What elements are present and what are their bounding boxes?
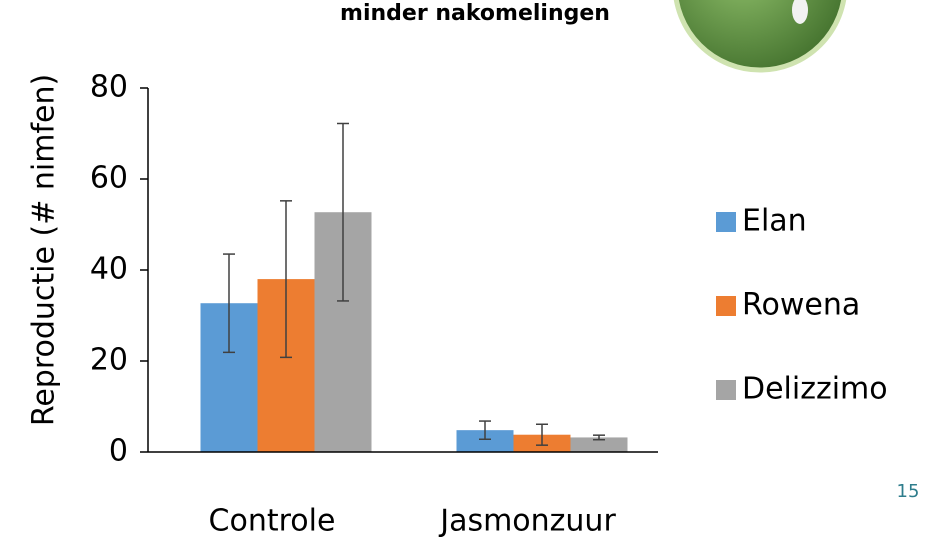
error-bar [593, 434, 605, 441]
decorative-image [673, 0, 847, 73]
y-tick-label: 80 [90, 70, 128, 105]
y-tick-label: 40 [90, 252, 128, 287]
y-axis-label: Reproductie (# nimfen) [27, 74, 62, 426]
error-bar [280, 200, 292, 359]
legend-swatch [716, 212, 736, 232]
legend-label: Rowena [742, 288, 860, 323]
legend-label: Elan [742, 204, 807, 239]
error-bar [223, 253, 235, 354]
page-number: 15 [897, 481, 920, 502]
chart-title: minder nakomelingen [340, 1, 610, 26]
bar [570, 437, 628, 452]
y-tick-label: 60 [90, 161, 128, 196]
error-bar [337, 122, 349, 302]
x-tick-label: Jasmonzuur [438, 504, 616, 539]
legend-label: Delizzimo [742, 372, 888, 407]
error-bar [479, 420, 491, 441]
y-tick-label: 0 [109, 434, 128, 469]
x-tick-label: Controle [209, 504, 336, 539]
bar [456, 430, 514, 452]
legend-swatch [716, 296, 736, 316]
y-tick-label: 20 [90, 343, 128, 378]
error-bar [536, 423, 548, 446]
legend-swatch [716, 380, 736, 400]
decorative-insect [792, 0, 808, 24]
